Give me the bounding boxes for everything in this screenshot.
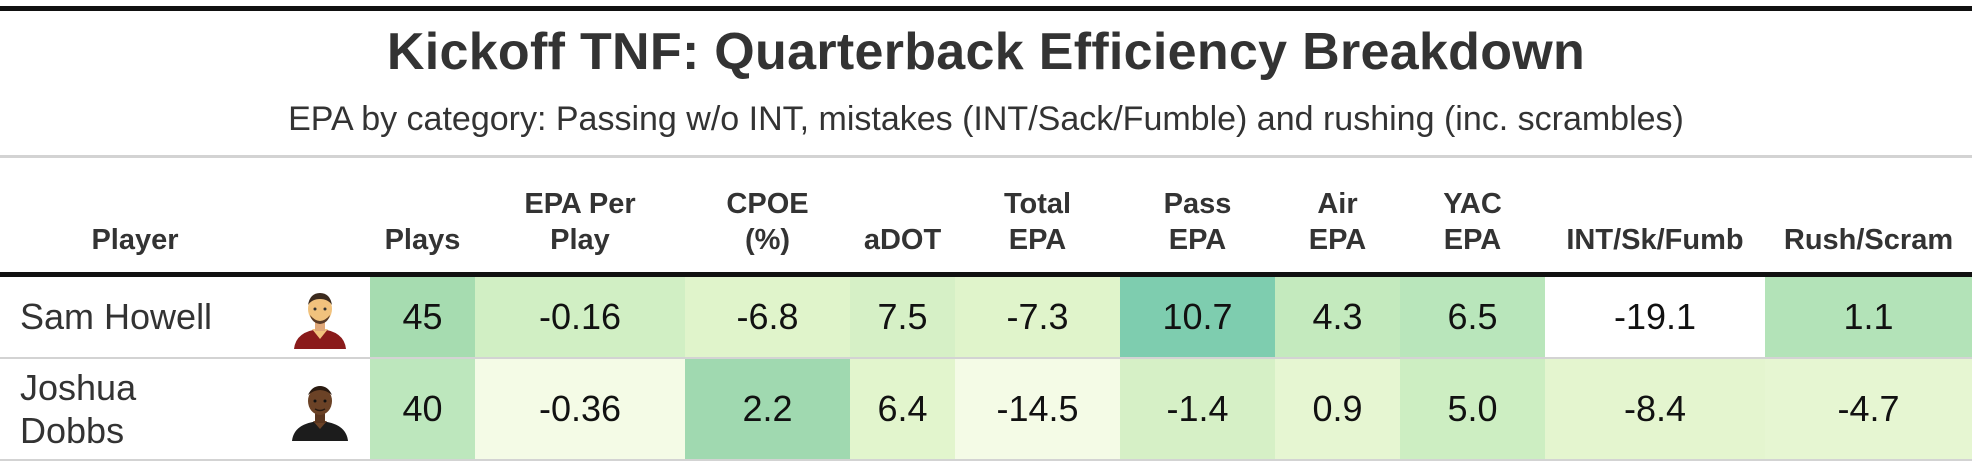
cell-rush: 1.1 — [1765, 274, 1972, 359]
chart-subtitle: EPA by category: Passing w/o INT, mistak… — [288, 100, 1684, 138]
table-row: Joshua Dobbs 40 -0.36 2.2 6.4 -14.5 -1.4 — [0, 358, 1972, 461]
header-rush: Rush/Scram — [1765, 158, 1972, 277]
table-row: Sam Howell 45 -0.16 -6.8 7.5 -7.3 10.7 — [0, 274, 1972, 359]
cell-cpoe: 2.2 — [685, 358, 850, 461]
player-name: Joshua Dobbs — [0, 358, 270, 461]
header-cpoe: CPOE (%) — [685, 158, 850, 277]
cell-total-epa: -7.3 — [955, 274, 1120, 359]
subtitle-rule — [0, 155, 1972, 158]
header-air-epa: Air EPA — [1275, 158, 1400, 277]
cell-total-epa: -14.5 — [955, 358, 1120, 461]
cell-yac-epa: 5.0 — [1400, 358, 1545, 461]
header-adot: aDOT — [850, 158, 955, 277]
headshot-cell — [270, 274, 370, 359]
player-headshot-icon — [294, 293, 346, 349]
top-rule — [0, 6, 1972, 11]
player-name: Sam Howell — [0, 274, 270, 359]
cell-plays: 40 — [370, 358, 475, 461]
cell-adot: 7.5 — [850, 274, 955, 359]
header-plays: Plays — [370, 158, 475, 277]
cell-epa-per-play: -0.36 — [475, 358, 685, 461]
header-yac-epa: YAC EPA — [1400, 158, 1545, 277]
cell-pass-epa: -1.4 — [1120, 358, 1275, 461]
cell-air-epa: 0.9 — [1275, 358, 1400, 461]
header-mistakes: INT/Sk/Fumb — [1545, 158, 1765, 277]
cell-mistakes: -19.1 — [1545, 274, 1765, 359]
cell-plays: 45 — [370, 274, 475, 359]
cell-adot: 6.4 — [850, 358, 955, 461]
cell-epa-per-play: -0.16 — [475, 274, 685, 359]
headshot-cell — [270, 358, 370, 461]
player-headshot-icon — [292, 386, 348, 441]
header-row: Player Plays EPA Per Play CPOE (%) aDOT To… — [0, 158, 1972, 277]
cell-yac-epa: 6.5 — [1400, 274, 1545, 359]
cell-cpoe: -6.8 — [685, 274, 850, 359]
header-player: Player — [0, 158, 270, 277]
header-total-epa: Total EPA — [955, 158, 1120, 277]
cell-mistakes: -8.4 — [1545, 358, 1765, 461]
cell-air-epa: 4.3 — [1275, 274, 1400, 359]
qb-efficiency-table: Player Plays EPA Per Play CPOE (%) aDOT To… — [0, 158, 1972, 461]
cell-rush: -4.7 — [1765, 358, 1972, 461]
header-epa-per-play: EPA Per Play — [475, 158, 685, 277]
chart-title: Kickoff TNF: Quarterback Efficiency Brea… — [386, 23, 1586, 81]
header-headshot — [270, 158, 370, 277]
header-pass-epa: Pass EPA — [1120, 158, 1275, 277]
cell-pass-epa: 10.7 — [1120, 274, 1275, 359]
